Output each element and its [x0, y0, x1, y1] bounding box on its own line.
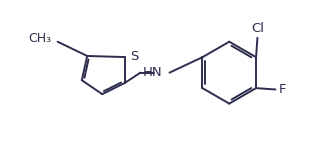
Text: S: S [130, 50, 138, 63]
Text: F: F [279, 83, 286, 96]
Text: CH₃: CH₃ [29, 32, 52, 45]
Text: HN: HN [142, 66, 162, 79]
Text: Cl: Cl [251, 22, 264, 35]
